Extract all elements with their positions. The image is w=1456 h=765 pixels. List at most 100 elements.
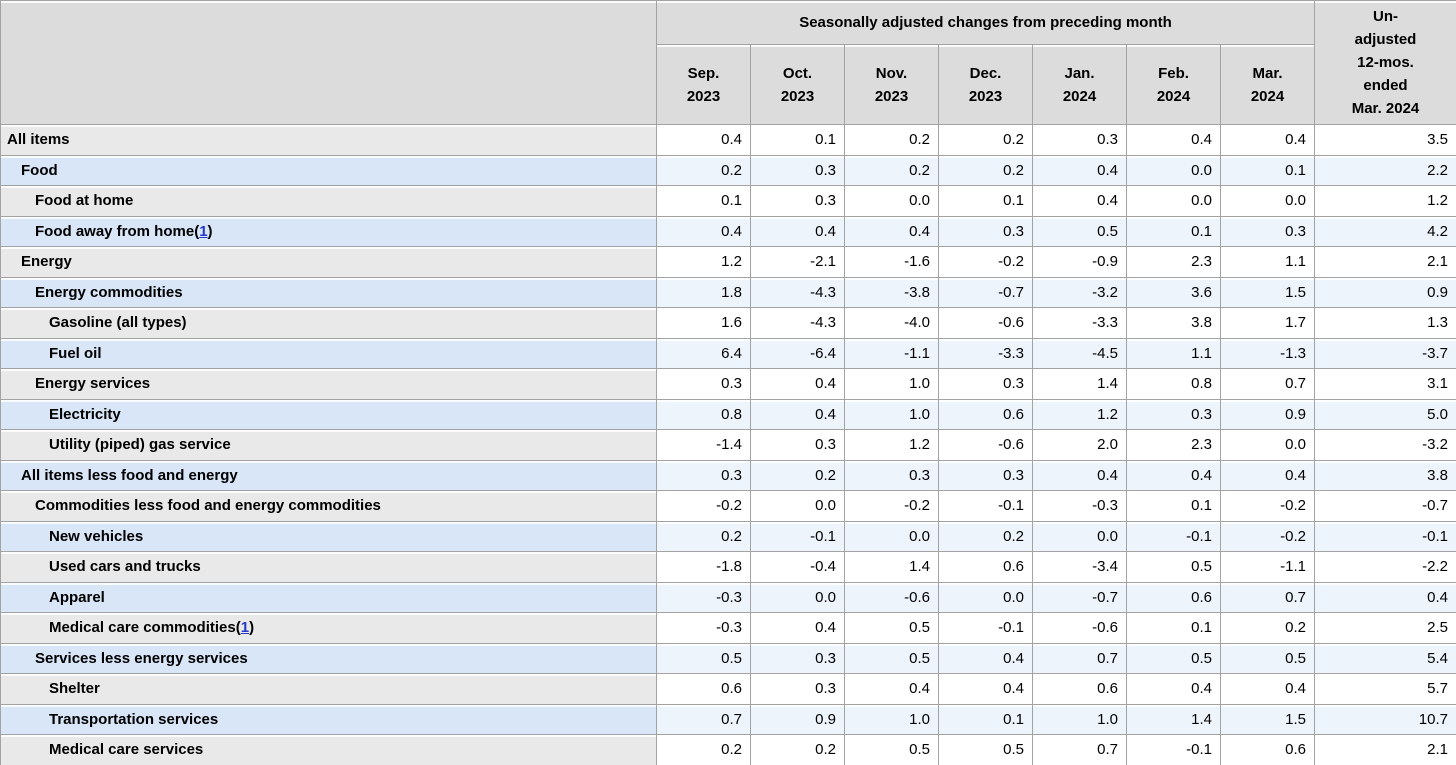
value-cell: 3.8 (1126, 307, 1221, 339)
value-cell: 0.4 (750, 368, 845, 400)
value-cell: 0.5 (844, 734, 939, 765)
month-header-cell: Oct. 2023 (750, 44, 845, 125)
value-cell: 2.2 (1314, 154, 1456, 186)
value-cell: -1.4 (656, 429, 751, 461)
value-cell: 1.0 (844, 368, 939, 400)
value-cell: -4.0 (844, 307, 939, 339)
row-label-text: Services less energy services (35, 649, 248, 667)
value-cell: -0.7 (1314, 490, 1456, 522)
table-row: Fuel oil 6.4 -6.4 -1.1 -3.3 -4.5 1.1 -1.3 -3.7 (0, 337, 1456, 369)
value-cell: 0.3 (750, 429, 845, 461)
value-cell: 1.7 (1220, 307, 1315, 339)
value-cell: 0.8 (1126, 368, 1221, 400)
value-cell: 1.8 (656, 276, 751, 308)
value-cell: -1.1 (1220, 551, 1315, 583)
month-name: Dec. (969, 64, 1002, 82)
value-cell: 0.4 (844, 215, 939, 247)
value-cell: 0.4 (1126, 124, 1221, 156)
value-cell: 0.5 (1126, 642, 1221, 674)
value-cell: 0.0 (844, 520, 939, 552)
value-cell: 0.4 (750, 215, 845, 247)
value-cell: 0.4 (844, 673, 939, 705)
value-cell: -0.2 (844, 490, 939, 522)
value-cell: 0.3 (938, 215, 1033, 247)
value-cell: 0.8 (656, 398, 751, 430)
value-cell: 10.7 (1314, 703, 1456, 735)
month-year: 2023 (780, 87, 815, 105)
value-cell: 0.0 (1126, 185, 1221, 217)
value-cell: -0.1 (938, 490, 1033, 522)
value-cell: -6.4 (750, 337, 845, 369)
value-cell: 5.0 (1314, 398, 1456, 430)
value-cell: 0.2 (844, 154, 939, 186)
month-header-cell: Nov. 2023 (844, 44, 939, 125)
value-cell: -4.3 (750, 307, 845, 339)
row-label-text: Commodities less food and energy commodi… (35, 497, 381, 515)
value-cell: 1.2 (844, 429, 939, 461)
row-label: Utility (piped) gas service (0, 429, 657, 461)
value-cell: 0.4 (1032, 459, 1127, 491)
value-cell: 0.6 (938, 551, 1033, 583)
value-cell: -0.2 (656, 490, 751, 522)
value-cell: -2.1 (750, 246, 845, 278)
value-cell: 0.1 (1126, 215, 1221, 247)
month-name: Oct. (782, 64, 813, 82)
value-cell: -0.7 (1032, 581, 1127, 613)
value-cell: 0.3 (1220, 215, 1315, 247)
value-cell: 0.9 (750, 703, 845, 735)
row-label: Fuel oil (0, 337, 657, 369)
value-cell: -3.3 (1032, 307, 1127, 339)
row-label: Energy (0, 246, 657, 278)
value-cell: 1.5 (1220, 276, 1315, 308)
row-label-text: Electricity (49, 405, 121, 423)
value-cell: 0.0 (938, 581, 1033, 613)
table-row: Services less energy services 0.5 0.3 0.5 0.… (0, 642, 1456, 674)
value-cell: 2.3 (1126, 246, 1221, 278)
row-label: Medical care commodities(1) (0, 612, 657, 644)
value-cell: 2.0 (1032, 429, 1127, 461)
value-cell: 5.7 (1314, 673, 1456, 705)
value-cell: 0.4 (750, 612, 845, 644)
month-header-cell: Mar. 2024 (1220, 44, 1315, 125)
month-name: Jan. (1064, 64, 1095, 82)
month-name: Feb. (1158, 64, 1189, 82)
value-cell: -3.7 (1314, 337, 1456, 369)
month-year: 2024 (1250, 87, 1285, 105)
row-label: Commodities less food and energy commodi… (0, 490, 657, 522)
value-cell: 0.2 (844, 124, 939, 156)
footnote-link[interactable]: 1 (240, 619, 250, 637)
value-cell: 0.3 (844, 459, 939, 491)
value-cell: 0.3 (750, 154, 845, 186)
row-label: Services less energy services (0, 642, 657, 674)
value-cell: 0.3 (938, 459, 1033, 491)
value-cell: 0.5 (844, 642, 939, 674)
value-cell: 0.5 (938, 734, 1033, 765)
value-cell: -0.1 (1126, 520, 1221, 552)
value-cell: 0.3 (750, 185, 845, 217)
value-cell: 0.2 (656, 154, 751, 186)
value-cell: 2.5 (1314, 612, 1456, 644)
value-cell: 0.9 (1314, 276, 1456, 308)
row-label: Transportation services (0, 703, 657, 735)
value-cell: 0.1 (750, 124, 845, 156)
value-cell: 0.2 (656, 734, 751, 765)
row-label: Food away from home(1) (0, 215, 657, 247)
value-cell: 2.3 (1126, 429, 1221, 461)
value-cell: 0.4 (1032, 185, 1127, 217)
value-cell: 0.2 (938, 124, 1033, 156)
unadjusted-header: Un-adjusted 12-mos. ended Mar. 2024 (1314, 0, 1456, 125)
row-label: New vehicles (0, 520, 657, 552)
value-cell: 0.0 (844, 185, 939, 217)
value-cell: 1.5 (1220, 703, 1315, 735)
value-cell: 1.4 (1032, 368, 1127, 400)
value-cell: -0.6 (938, 429, 1033, 461)
value-cell: -2.2 (1314, 551, 1456, 583)
footnote-link[interactable]: 1 (199, 222, 208, 240)
row-label-text: New vehicles (49, 527, 144, 545)
value-cell: 0.1 (656, 185, 751, 217)
table-row: Electricity 0.8 0.4 1.0 0.6 1.2 0.3 0.9 5.0 (0, 398, 1456, 430)
value-cell: 1.1 (1126, 337, 1221, 369)
value-cell: 0.3 (1126, 398, 1221, 430)
